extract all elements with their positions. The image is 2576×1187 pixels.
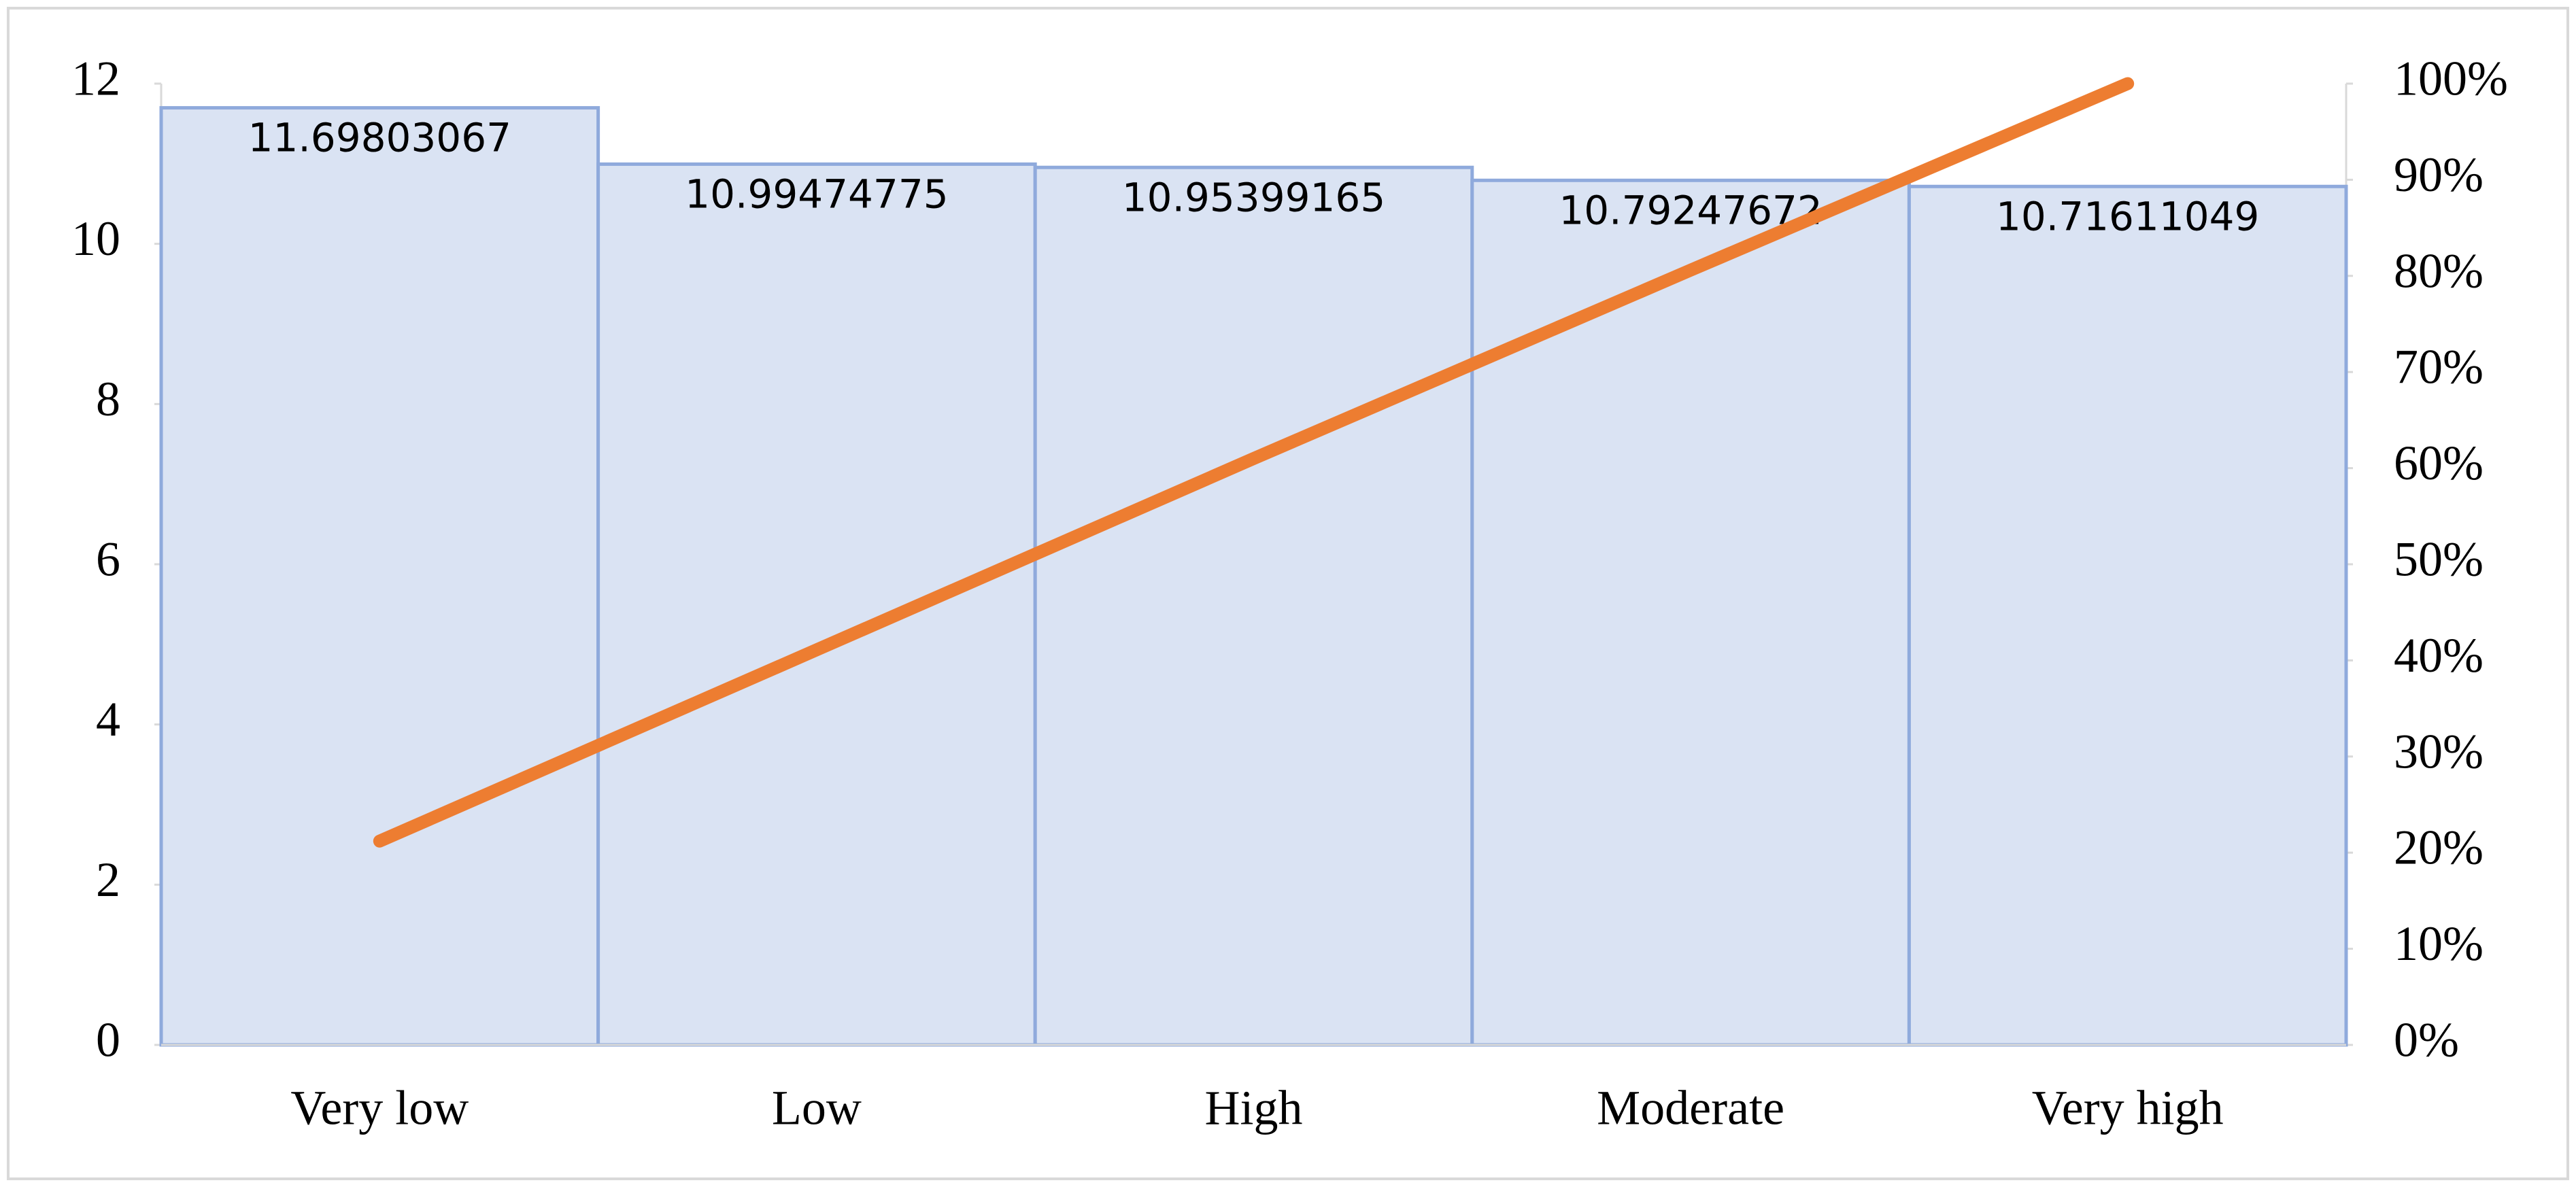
y2-tick-label: 70% [2394, 340, 2484, 394]
y-tick-label: 0 [96, 1013, 120, 1067]
y2-tick-label: 100% [2394, 52, 2508, 106]
y2-tick-label: 0% [2394, 1013, 2459, 1067]
bar [1907, 184, 2348, 1047]
bar [1470, 178, 1911, 1047]
y2-tick-label: 80% [2394, 243, 2484, 298]
line [373, 77, 2135, 848]
y2-tick-label: 20% [2394, 821, 2484, 875]
y2-tick-label: 50% [2394, 532, 2484, 587]
y-tick-label: 12 [71, 52, 120, 106]
data-label: 11.69803067 [248, 115, 511, 161]
data-label: 10.99474775 [685, 171, 948, 218]
x-tick-label: Low [772, 1081, 862, 1135]
bar [1033, 165, 1474, 1047]
x-tick-label: Very high [2032, 1081, 2224, 1135]
data-label: 10.95399165 [1122, 174, 1385, 220]
y-tick-label: 8 [96, 372, 120, 426]
y2-tick-label: 30% [2394, 724, 2484, 778]
y-tick-label: 10 [71, 211, 120, 266]
y2-tick-label: 40% [2394, 628, 2484, 683]
y-tick-label: 6 [96, 532, 120, 587]
y-tick-label: 2 [96, 853, 120, 907]
y2-tick-label: 60% [2394, 436, 2484, 490]
bar [159, 106, 600, 1047]
x-tick-label: High [1205, 1081, 1303, 1135]
bar [596, 162, 1037, 1047]
y2-tick-label: 10% [2394, 916, 2484, 971]
x-tick-label: Very low [290, 1081, 469, 1135]
data-label: 10.71611049 [1996, 193, 2259, 239]
y2-tick-label: 90% [2394, 148, 2484, 202]
y-tick-label: 4 [96, 692, 120, 746]
x-tick-label: Moderate [1597, 1081, 1784, 1135]
